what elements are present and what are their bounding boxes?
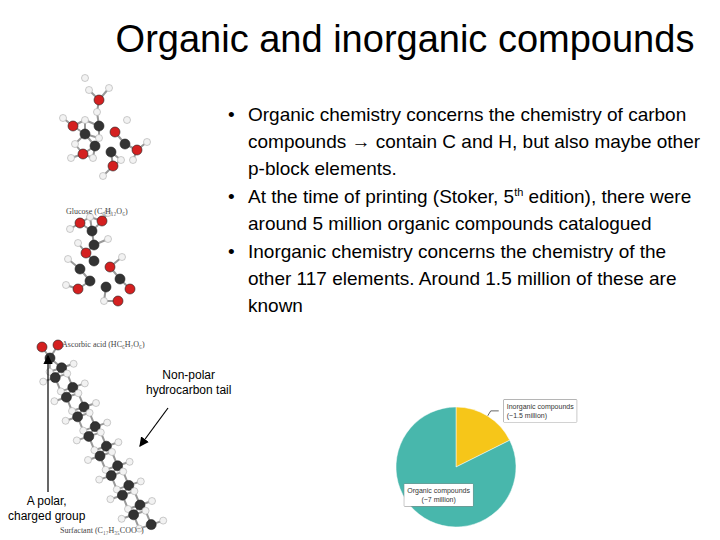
html-text:Ascorbic acid (HC₆H₇O₆): Ascorbic acid (HC₆H₇O₆) xyxy=(62,340,145,349)
svg-text:(~7 million): (~7 million) xyxy=(421,496,455,504)
html-text:charged group: charged group xyxy=(8,509,86,523)
svg-text:(~1.5 million): (~1.5 million) xyxy=(507,412,547,420)
html-text:Surfactant (C₁₇H₃₅COO⁻): Surfactant (C₁₇H₃₅COO⁻) xyxy=(60,526,144,535)
svg-text:Organic compounds: Organic compounds xyxy=(407,487,470,495)
svg-text:Inorganic compounds: Inorganic compounds xyxy=(507,403,574,411)
html-text:Organic and inorganic compound: Organic and inorganic compounds xyxy=(115,18,695,60)
html-text:Non-polar: Non-polar xyxy=(162,368,215,382)
html-text:At the time of printing (Stoke: At the time of printing (Stoker, 5thedit… xyxy=(248,185,692,234)
html-text:A polar,: A polar, xyxy=(26,494,67,508)
html-text:hydrocarbon tail: hydrocarbon tail xyxy=(146,383,232,397)
html-text:Inorganic chemistry concerns t: Inorganic chemistry concerns the chemist… xyxy=(248,241,677,316)
html-text:Organic chemistry concerns the: Organic chemistry concerns the chemistry… xyxy=(248,104,700,179)
html-text:Glucose (C₆H₁₂O₆): Glucose (C₆H₁₂O₆) xyxy=(66,207,128,216)
